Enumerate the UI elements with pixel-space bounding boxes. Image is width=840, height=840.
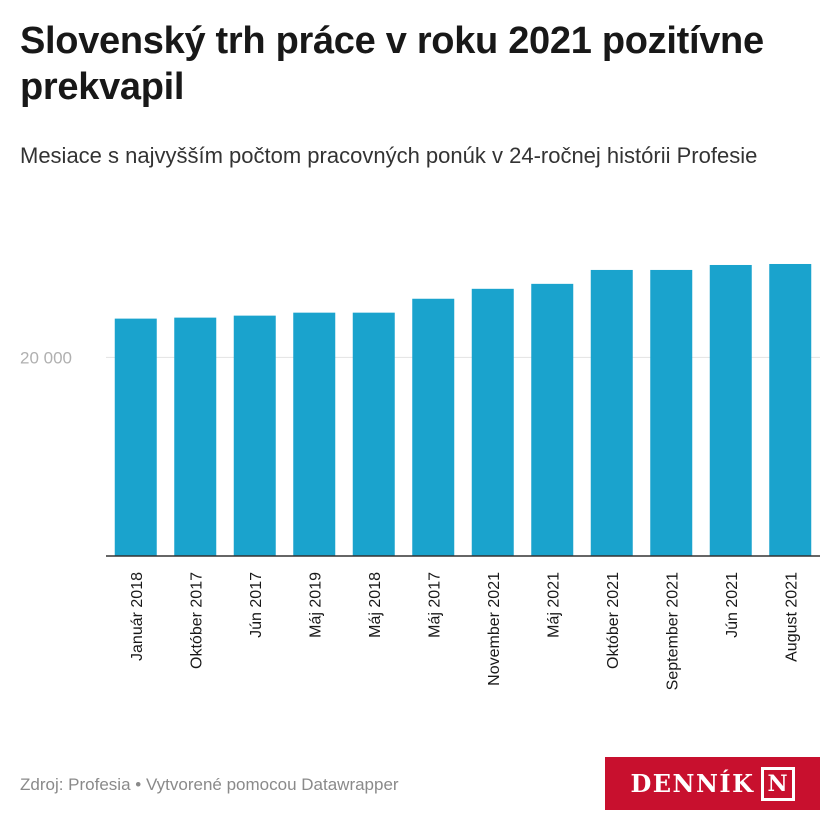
x-axis-labels: Január 2018 Október 2017 Jún 2017 Máj 2019 M… bbox=[129, 572, 801, 690]
x-tick-label: November 2021 bbox=[486, 572, 503, 686]
bar[interactable] bbox=[352, 312, 395, 556]
y-tick-label: 20 000 bbox=[20, 348, 72, 367]
chart-title: Slovenský trh práce v roku 2021 pozitívn… bbox=[20, 20, 764, 108]
x-tick-label: Október 2021 bbox=[605, 572, 622, 669]
x-tick-label: Január 2018 bbox=[129, 572, 146, 661]
bar[interactable] bbox=[709, 264, 752, 556]
bar[interactable] bbox=[471, 288, 514, 556]
bar[interactable] bbox=[233, 315, 276, 556]
source-text: Zdroj: Profesia bbox=[20, 775, 131, 794]
dennik-n-logo[interactable]: DENNÍK N bbox=[605, 757, 820, 810]
bars bbox=[114, 263, 812, 556]
bar[interactable] bbox=[174, 317, 217, 556]
bar[interactable] bbox=[531, 283, 574, 556]
x-tick-label: Máj 2017 bbox=[426, 572, 443, 638]
bar[interactable] bbox=[412, 298, 455, 556]
x-tick-label: Október 2017 bbox=[188, 572, 205, 669]
x-tick-label: August 2021 bbox=[783, 572, 800, 662]
x-tick-label: September 2021 bbox=[664, 572, 681, 690]
x-tick-label: Jún 2021 bbox=[724, 572, 741, 638]
x-tick-label: Máj 2021 bbox=[545, 572, 562, 638]
gridlines: 20 000 bbox=[20, 348, 820, 367]
footer: Zdroj: Profesia • Vytvorené pomocou Data… bbox=[20, 775, 399, 795]
footer-separator: • bbox=[135, 775, 142, 794]
bar[interactable] bbox=[114, 318, 157, 556]
logo-text: DENNÍK bbox=[630, 769, 755, 798]
bar[interactable] bbox=[769, 263, 812, 556]
x-tick-label: Jún 2017 bbox=[248, 572, 265, 638]
bar[interactable] bbox=[650, 269, 693, 556]
chart-subtitle: Mesiace s najvyšším počtom pracovných po… bbox=[20, 143, 758, 168]
bar[interactable] bbox=[590, 269, 633, 556]
credit-link[interactable]: Vytvorené pomocou Datawrapper bbox=[145, 775, 399, 794]
bar[interactable] bbox=[293, 312, 336, 556]
x-tick-label: Máj 2019 bbox=[307, 572, 324, 638]
logo-n-icon: N bbox=[760, 766, 795, 801]
x-tick-label: Máj 2018 bbox=[367, 572, 384, 638]
